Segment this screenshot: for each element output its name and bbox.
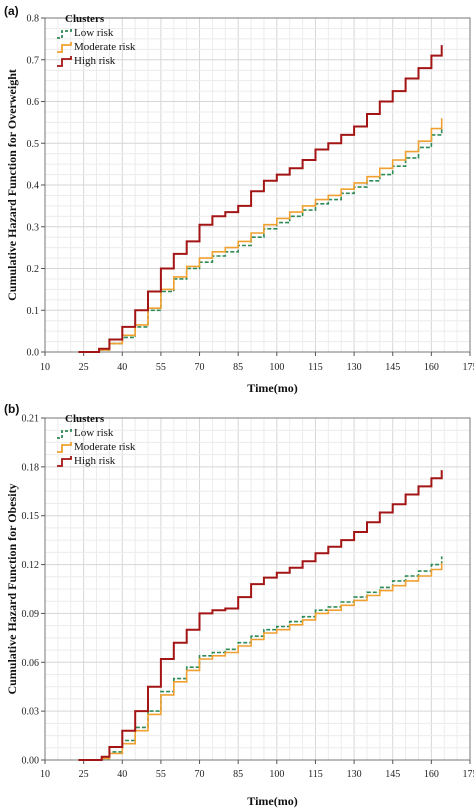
legend: Clusters Low risk Moderate risk High risk [57, 13, 136, 67]
legend-label: High risk [74, 455, 116, 467]
legend-title: Clusters [65, 413, 105, 425]
x-tick-label: 130 [347, 769, 362, 780]
y-tick-label: 0.1 [27, 306, 40, 317]
series-line-moderate-risk [78, 562, 443, 761]
chart-panel-b: 10 25 40 55 70 85 100 115 130 145 160 175 0.00 0.03 0.… [4, 402, 474, 808]
y-tick-label: 0.0 [27, 348, 40, 359]
legend-swatch [57, 442, 72, 453]
chart-panel-a: 10 25 40 55 70 85 100 115 130 145 160 175 0.0 0.1 0.2 0… [4, 4, 474, 395]
y-tick-label: 0.12 [22, 560, 40, 571]
x-tick-label: 100 [269, 362, 284, 373]
y-tick-label: 0.5 [27, 139, 40, 150]
x-tick-label: 55 [156, 362, 166, 373]
legend-swatch [57, 28, 72, 39]
y-tick-label: 0.09 [22, 609, 40, 620]
x-tick-label: 40 [117, 362, 127, 373]
x-tick-label: 145 [385, 362, 400, 373]
plot-frame [44, 417, 471, 761]
series-line-moderate-risk [78, 118, 443, 353]
x-tick-label: 130 [347, 362, 362, 373]
x-tick-label: 175 [463, 362, 474, 373]
y-axis-title: Cumulative Hazard Function for Overweigh… [5, 69, 19, 301]
y-tick-label: 0.2 [27, 264, 40, 275]
y-tick-label: 0.6 [27, 97, 40, 108]
y-tick-label: 0.7 [27, 55, 40, 66]
legend-swatch [57, 428, 72, 439]
x-tick-label: 160 [424, 362, 439, 373]
legend-title: Clusters [65, 13, 105, 25]
y-axis-title: Cumulative Hazard Function for Obesity [5, 483, 19, 694]
x-axis-title: Time(mo) [247, 381, 297, 395]
legend-label: Low risk [74, 27, 114, 39]
x-tick-label: 25 [79, 769, 89, 780]
legend-label: Moderate risk [74, 41, 136, 53]
x-tick-label: 55 [156, 769, 166, 780]
y-tick-label: 0.06 [22, 658, 40, 669]
legend: Clusters Low risk Moderate risk High risk [57, 413, 136, 467]
x-tick-label: 115 [308, 769, 323, 780]
legend-label: High risk [74, 55, 116, 67]
x-tick-label: 145 [385, 769, 400, 780]
x-tick-label: 85 [233, 362, 243, 373]
legend-swatch [57, 56, 72, 67]
x-axis-title: Time(mo) [247, 794, 297, 808]
x-tick-label: 70 [195, 362, 205, 373]
series-line-high-risk [78, 470, 443, 761]
y-tick-label: 0.4 [27, 181, 40, 192]
legend-swatch [57, 42, 72, 53]
y-tick-label: 0.3 [27, 222, 40, 233]
x-tick-label: 100 [269, 769, 284, 780]
grid [44, 18, 470, 353]
legend-label: Moderate risk [74, 441, 136, 453]
series-line-high-risk [78, 45, 443, 353]
legend-label: Low risk [74, 427, 114, 439]
y-tick-label: 0.00 [22, 756, 40, 767]
x-tick-label: 10 [40, 769, 50, 780]
x-tick-label: 40 [117, 769, 127, 780]
x-tick-label: 10 [40, 362, 50, 373]
x-tick-label: 85 [233, 769, 243, 780]
x-tick-label: 25 [79, 362, 89, 373]
y-tick-label: 0.18 [22, 462, 40, 473]
y-tick-label: 0.03 [22, 707, 40, 718]
y-tick-label: 0.21 [22, 414, 40, 425]
panel-label: (b) [4, 402, 19, 416]
x-tick-label: 160 [424, 769, 439, 780]
x-tick-label: 70 [195, 769, 205, 780]
legend-swatch [57, 456, 72, 467]
x-tick-label: 115 [308, 362, 323, 373]
x-tick-label: 175 [463, 769, 474, 780]
panel-label: (a) [4, 4, 19, 18]
y-tick-label: 0.8 [27, 14, 40, 25]
y-tick-label: 0.15 [22, 511, 40, 522]
